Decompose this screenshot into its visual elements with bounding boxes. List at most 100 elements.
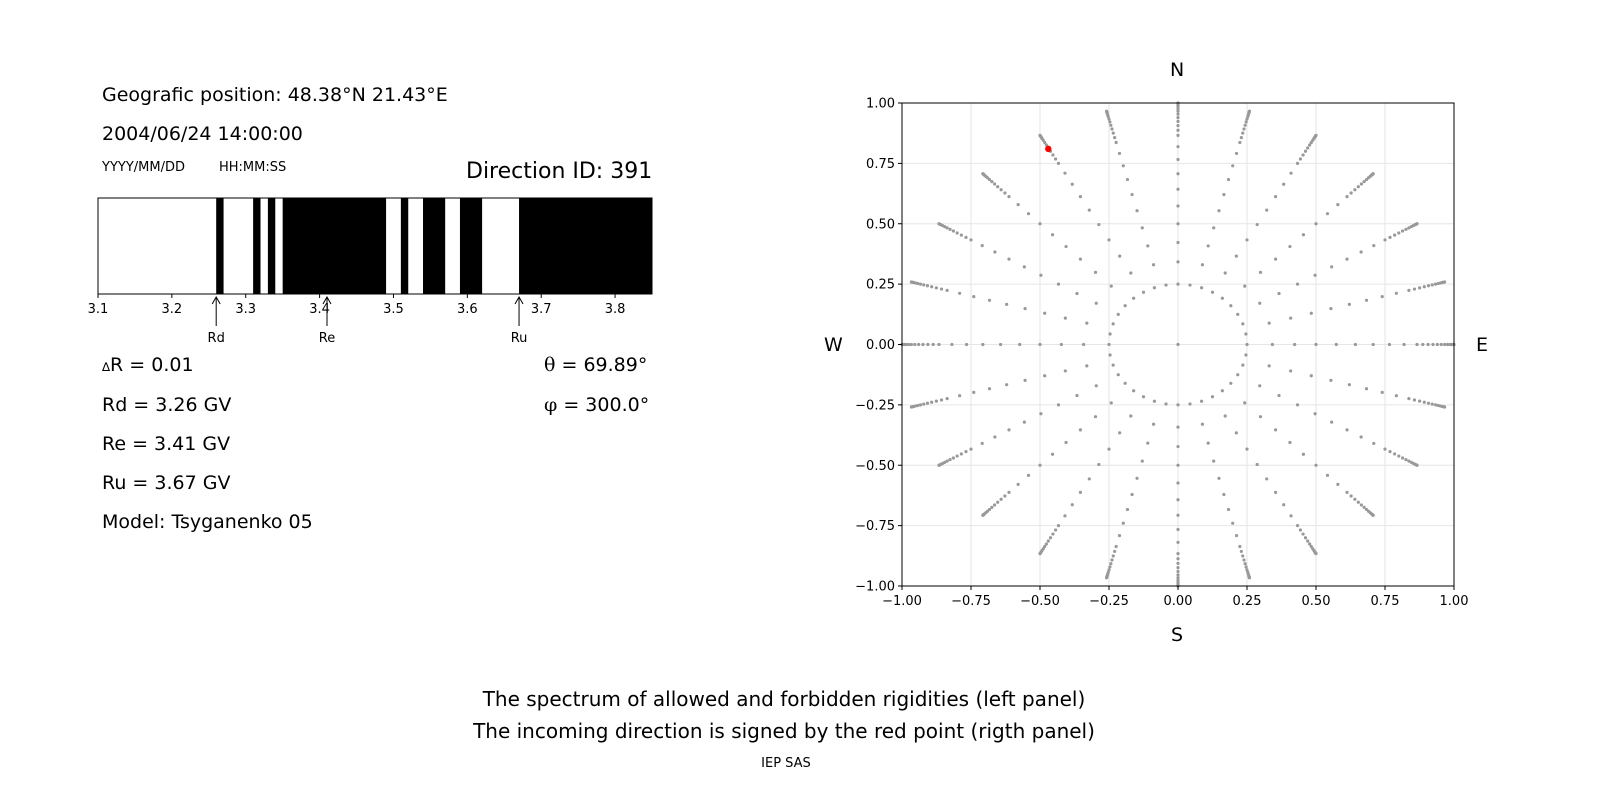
direction-grid-point bbox=[918, 403, 923, 407]
direction-grid-point bbox=[1388, 450, 1392, 454]
direction-grid-point bbox=[990, 180, 994, 184]
direction-grid-point bbox=[1371, 513, 1375, 517]
direction-grid-point bbox=[1255, 222, 1259, 227]
direction-grid-point bbox=[1247, 576, 1252, 580]
compass-east: E bbox=[1476, 334, 1489, 356]
direction-grid-point bbox=[1038, 552, 1042, 556]
direction-grid-point bbox=[1109, 123, 1113, 127]
direction-grid-point bbox=[1039, 273, 1043, 277]
direction-grid-point bbox=[1303, 149, 1308, 153]
direction-grid-point bbox=[1176, 109, 1180, 113]
direction-grid-point bbox=[1176, 112, 1180, 116]
direction-grid-point bbox=[918, 282, 923, 286]
direction-grid-point bbox=[1070, 182, 1074, 186]
y-tick-label: −0.25 bbox=[855, 398, 895, 413]
direction-grid-point bbox=[1277, 393, 1281, 398]
direction-grid-point bbox=[1222, 492, 1226, 497]
direction-grid-point bbox=[1267, 364, 1271, 368]
direction-grid-point bbox=[1289, 369, 1293, 373]
direction-grid-point bbox=[934, 399, 938, 403]
direction-grid-point bbox=[1176, 527, 1180, 532]
direction-grid-point bbox=[1123, 381, 1127, 385]
x-tick-label: 0.00 bbox=[1164, 594, 1193, 609]
direction-grid-point bbox=[1038, 463, 1042, 467]
x-tick-label: 0.75 bbox=[1371, 594, 1400, 609]
spectrum-tick-label: 3.3 bbox=[235, 302, 256, 317]
direction-grid-point bbox=[993, 182, 997, 186]
direction-grid-point bbox=[1308, 143, 1312, 147]
direction-grid-point bbox=[1176, 573, 1180, 577]
y-tick-label: −1.00 bbox=[855, 580, 895, 595]
direction-grid-point bbox=[1325, 473, 1330, 477]
direction-grid-point bbox=[955, 231, 959, 235]
caption-line-1: The spectrum of allowed and forbidden ri… bbox=[482, 687, 1086, 711]
direction-grid-point bbox=[1199, 399, 1204, 403]
direction-grid-point bbox=[1212, 226, 1216, 230]
direction-grid-point bbox=[1433, 403, 1438, 407]
direction-grid-point bbox=[1222, 192, 1226, 197]
direction-grid-point bbox=[1164, 283, 1168, 287]
direction-grid-point bbox=[1176, 569, 1180, 574]
direction-grid-point bbox=[1241, 131, 1245, 135]
direction-grid-point bbox=[909, 342, 914, 347]
direction-grid-point bbox=[1439, 342, 1443, 347]
direction-grid-point bbox=[1176, 425, 1180, 429]
direction-grid-point bbox=[1059, 342, 1063, 347]
direction-grid-point bbox=[1345, 428, 1349, 432]
direction-grid-point bbox=[925, 284, 930, 288]
compass-south: S bbox=[1171, 624, 1184, 646]
direction-grid-point bbox=[972, 390, 976, 394]
x-tick-label: −1.00 bbox=[882, 594, 922, 609]
forbidden-band-5 bbox=[423, 198, 446, 294]
direction-grid-point bbox=[1117, 151, 1122, 156]
direction-grid-point bbox=[1056, 403, 1061, 407]
direction-grid-point bbox=[1418, 399, 1422, 403]
direction-grid-point bbox=[951, 456, 955, 460]
direction-grid-point bbox=[1388, 235, 1392, 239]
direction-grid-point bbox=[1051, 153, 1055, 157]
direction-grid-point bbox=[1176, 119, 1180, 123]
incoming-direction-point bbox=[1045, 145, 1052, 153]
forbidden-band-0 bbox=[216, 198, 224, 294]
direction-grid-point bbox=[1295, 161, 1300, 165]
direction-grid-point bbox=[1113, 135, 1117, 140]
direction-grid-point bbox=[1044, 542, 1048, 546]
marker-label-rd: Rd bbox=[208, 331, 225, 346]
direction-grid-point bbox=[1078, 257, 1083, 261]
direction-grid-point bbox=[1093, 270, 1098, 274]
direction-grid-point bbox=[1111, 554, 1115, 558]
direction-grid-point bbox=[1255, 462, 1259, 467]
direction-grid-point bbox=[1094, 384, 1098, 388]
direction-grid-point bbox=[1336, 203, 1340, 207]
direction-grid-point bbox=[1401, 229, 1405, 233]
direction-grid-point bbox=[1226, 507, 1231, 512]
direction-grid-point bbox=[1109, 401, 1113, 405]
delta-r: ∆R = 0.01 bbox=[102, 354, 194, 376]
theta-symbol: θ bbox=[544, 354, 556, 376]
direction-grid-point bbox=[1108, 565, 1112, 569]
direction-grid-point bbox=[1206, 244, 1210, 248]
re-value: Re = 3.41 GV bbox=[102, 433, 231, 455]
direction-grid-point bbox=[999, 497, 1003, 501]
direction-grid-point bbox=[1078, 428, 1083, 432]
compass-west: W bbox=[824, 334, 843, 356]
direction-grid-point bbox=[1445, 342, 1450, 347]
direction-grid-point bbox=[1404, 227, 1408, 231]
direction-grid-point bbox=[1005, 302, 1009, 306]
direction-grid-point bbox=[1412, 398, 1417, 402]
direction-grid-point bbox=[1258, 384, 1262, 388]
direction-grid-point bbox=[1433, 282, 1438, 286]
direction-grid-point bbox=[1108, 353, 1112, 357]
direction-grid-point bbox=[1421, 342, 1425, 347]
direction-grid-point bbox=[1313, 273, 1317, 277]
direction-grid-point bbox=[1129, 271, 1133, 275]
direction-grid-point bbox=[1329, 378, 1333, 382]
direction-grid-point bbox=[1123, 304, 1127, 308]
direction-grid-point bbox=[1372, 243, 1376, 248]
x-tick-label: 0.25 bbox=[1233, 594, 1262, 609]
direction-grid-point bbox=[1325, 212, 1330, 216]
direction-grid-point bbox=[1241, 554, 1245, 558]
direction-grid-point bbox=[1026, 212, 1031, 216]
direction-grid-point bbox=[1393, 233, 1397, 237]
spectrum-tick-label: 3.8 bbox=[605, 302, 626, 317]
